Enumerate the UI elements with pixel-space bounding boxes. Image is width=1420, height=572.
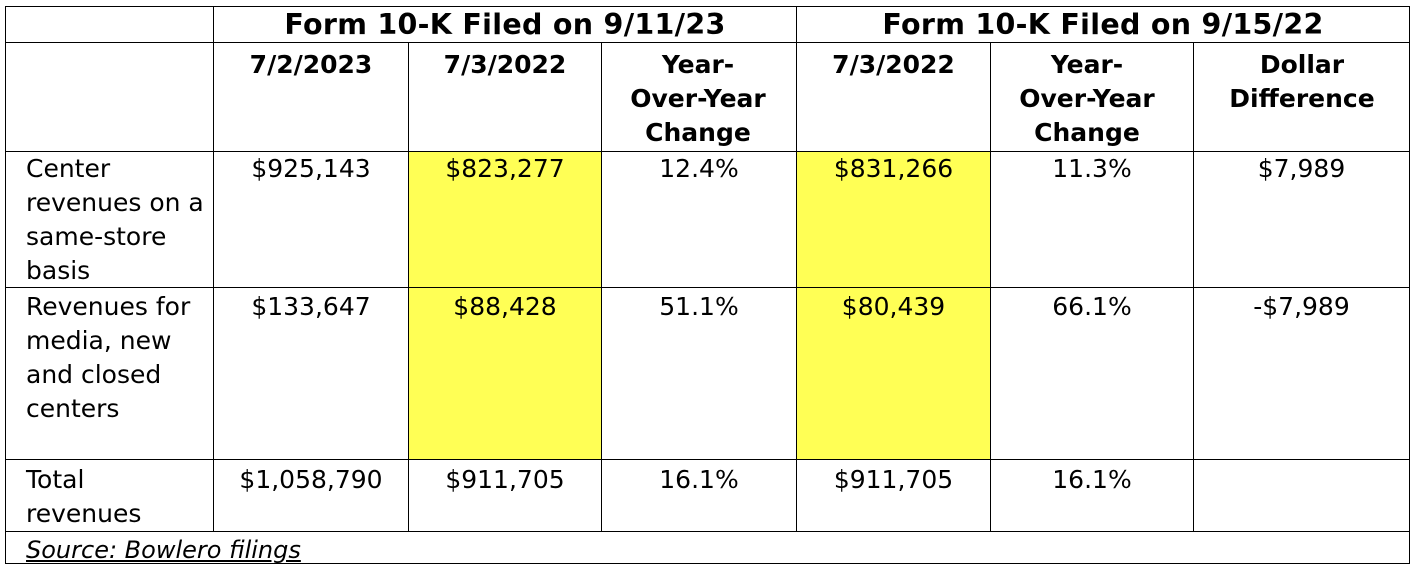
grid-line: [1409, 6, 1410, 564]
grid-line: [5, 6, 1410, 7]
grid-line: [213, 6, 214, 532]
column-header: 7/3/2022: [443, 50, 567, 79]
table-cell: $925,143: [251, 154, 371, 183]
column-header: Year-Over-Year Change: [630, 50, 766, 147]
grid-line: [5, 151, 1410, 152]
column-header: 7/3/2022: [832, 50, 955, 79]
source-note: Source: Bowlero filings: [26, 536, 301, 564]
row-label: Revenues for media, new and closed cente…: [26, 292, 191, 423]
grid-line: [5, 6, 6, 564]
table-cell: $823,277: [445, 154, 565, 183]
highlight-cell: [797, 152, 990, 287]
row-label: Total revenues: [26, 465, 142, 528]
highlight-cell: [409, 152, 601, 287]
grid-line: [5, 42, 1410, 43]
table-cell: $1,058,790: [239, 465, 383, 494]
grid-line: [5, 563, 1410, 564]
table-cell: $88,428: [453, 292, 557, 321]
table-cell: $911,705: [833, 465, 954, 494]
table-cell: 12.4%: [659, 154, 739, 183]
table-cell: $133,647: [251, 292, 371, 321]
grid-line: [5, 287, 1410, 288]
column-header: Dollar Difference: [1229, 50, 1375, 113]
highlight-cell: [797, 288, 990, 459]
highlight-cell: [409, 288, 601, 459]
group-header-2023: Form 10-K Filed on 9/11/23: [284, 8, 726, 41]
column-header: 7/2/2023: [249, 50, 373, 79]
table-cell: 16.1%: [659, 465, 739, 494]
table-cell: $80,439: [841, 292, 946, 321]
table-cell: 51.1%: [659, 292, 739, 321]
grid-line: [5, 531, 1410, 532]
table-cell: 66.1%: [1052, 292, 1132, 321]
group-header-2022: Form 10-K Filed on 9/15/22: [882, 8, 1324, 41]
row-label: Center revenues on a same-store basis: [26, 154, 204, 285]
grid-line: [5, 459, 1410, 460]
table-cell: 11.3%: [1052, 154, 1132, 183]
table-cell: -$7,989: [1253, 292, 1350, 321]
table-cell: 16.1%: [1052, 465, 1132, 494]
column-header: Year-Over-Year Change: [1019, 50, 1155, 147]
grid-line: [1193, 42, 1194, 532]
grid-line: [601, 42, 602, 532]
grid-line: [408, 42, 409, 532]
grid-line: [990, 42, 991, 532]
grid-line: [796, 6, 797, 532]
table-cell: $911,705: [445, 465, 565, 494]
table-cell: $831,266: [833, 154, 954, 183]
table-cell: $7,989: [1257, 154, 1346, 183]
